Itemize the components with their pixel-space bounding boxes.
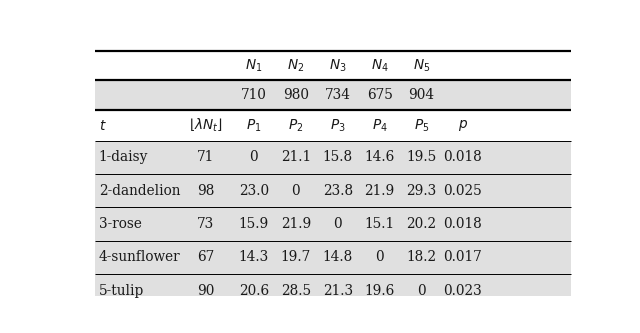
Bar bbox=[95, 174, 571, 207]
Text: 20.6: 20.6 bbox=[239, 284, 269, 298]
Text: 67: 67 bbox=[197, 250, 214, 264]
Text: 5-tulip: 5-tulip bbox=[99, 284, 144, 298]
Text: 19.6: 19.6 bbox=[365, 284, 395, 298]
Text: 0.017: 0.017 bbox=[444, 250, 482, 264]
Text: $P_5$: $P_5$ bbox=[414, 118, 429, 134]
Text: 14.6: 14.6 bbox=[365, 151, 395, 165]
Text: 90: 90 bbox=[197, 284, 214, 298]
Bar bbox=[95, 207, 571, 241]
Text: $\lfloor\lambda N_t\rfloor$: $\lfloor\lambda N_t\rfloor$ bbox=[189, 117, 223, 134]
Text: $N_1$: $N_1$ bbox=[245, 58, 262, 74]
Text: $P_1$: $P_1$ bbox=[246, 118, 262, 134]
Text: 15.8: 15.8 bbox=[323, 151, 353, 165]
Text: 21.3: 21.3 bbox=[323, 284, 353, 298]
Text: 0.018: 0.018 bbox=[444, 217, 482, 231]
Text: $P_2$: $P_2$ bbox=[288, 118, 303, 134]
Text: 29.3: 29.3 bbox=[406, 184, 436, 198]
Text: 71: 71 bbox=[197, 151, 214, 165]
Text: 20.2: 20.2 bbox=[406, 217, 436, 231]
Text: 15.1: 15.1 bbox=[365, 217, 395, 231]
Text: 18.2: 18.2 bbox=[406, 250, 436, 264]
Bar bbox=[95, 80, 571, 111]
Text: 23.0: 23.0 bbox=[239, 184, 269, 198]
Bar bbox=[95, 274, 571, 307]
Text: 19.7: 19.7 bbox=[281, 250, 311, 264]
Text: 0: 0 bbox=[291, 184, 300, 198]
Text: 1-daisy: 1-daisy bbox=[99, 151, 148, 165]
Text: 734: 734 bbox=[324, 88, 351, 102]
Text: 675: 675 bbox=[367, 88, 392, 102]
Bar bbox=[95, 241, 571, 274]
Text: 28.5: 28.5 bbox=[281, 284, 311, 298]
Text: 21.9: 21.9 bbox=[365, 184, 395, 198]
Text: $t$: $t$ bbox=[99, 119, 107, 133]
Text: $p$: $p$ bbox=[458, 118, 468, 133]
Text: 3-rose: 3-rose bbox=[99, 217, 141, 231]
Text: 23.8: 23.8 bbox=[323, 184, 353, 198]
Text: 0: 0 bbox=[417, 284, 426, 298]
Text: 21.1: 21.1 bbox=[281, 151, 311, 165]
Text: $N_4$: $N_4$ bbox=[371, 58, 388, 74]
Text: 19.5: 19.5 bbox=[406, 151, 436, 165]
Text: 15.9: 15.9 bbox=[239, 217, 269, 231]
Text: 0: 0 bbox=[333, 217, 342, 231]
Text: 2-dandelion: 2-dandelion bbox=[99, 184, 180, 198]
Text: 14.3: 14.3 bbox=[239, 250, 269, 264]
Text: 710: 710 bbox=[241, 88, 267, 102]
Text: 980: 980 bbox=[283, 88, 309, 102]
Text: 14.8: 14.8 bbox=[323, 250, 353, 264]
Text: 0.023: 0.023 bbox=[444, 284, 482, 298]
Text: 904: 904 bbox=[408, 88, 435, 102]
Bar bbox=[95, 141, 571, 174]
Text: $N_5$: $N_5$ bbox=[413, 58, 430, 74]
Text: 0.025: 0.025 bbox=[444, 184, 482, 198]
Text: $N_2$: $N_2$ bbox=[287, 58, 305, 74]
Text: 73: 73 bbox=[197, 217, 214, 231]
Text: 21.9: 21.9 bbox=[281, 217, 311, 231]
Text: 98: 98 bbox=[197, 184, 214, 198]
Text: 4-sunflower: 4-sunflower bbox=[99, 250, 180, 264]
Text: 0.018: 0.018 bbox=[444, 151, 482, 165]
Text: 0: 0 bbox=[250, 151, 258, 165]
Text: $N_3$: $N_3$ bbox=[329, 58, 346, 74]
Text: 0: 0 bbox=[375, 250, 384, 264]
Text: $P_4$: $P_4$ bbox=[372, 118, 387, 134]
Text: $P_3$: $P_3$ bbox=[330, 118, 346, 134]
